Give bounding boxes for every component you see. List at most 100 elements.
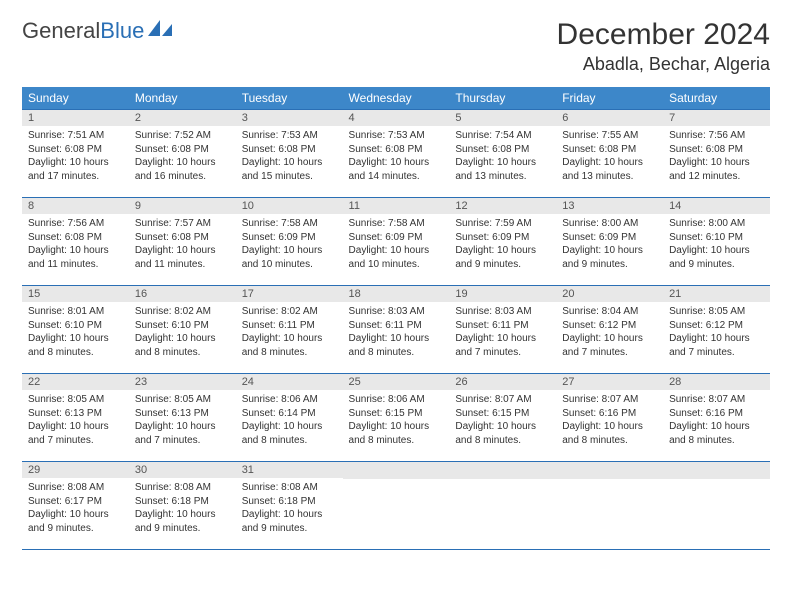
day-number: 21 <box>663 286 770 302</box>
sunrise-text: Sunrise: 7:51 AM <box>28 129 123 143</box>
sunrise-text: Sunrise: 7:55 AM <box>562 129 657 143</box>
daylight-text: Daylight: 10 hours and 8 minutes. <box>349 332 444 359</box>
sunrise-text: Sunrise: 7:59 AM <box>455 217 550 231</box>
sunset-text: Sunset: 6:13 PM <box>28 407 123 421</box>
sunrise-text: Sunrise: 8:06 AM <box>242 393 337 407</box>
calendar-cell: 9Sunrise: 7:57 AMSunset: 6:08 PMDaylight… <box>129 198 236 286</box>
sunset-text: Sunset: 6:16 PM <box>669 407 764 421</box>
day-number: 7 <box>663 110 770 126</box>
day-number: 6 <box>556 110 663 126</box>
sunset-text: Sunset: 6:18 PM <box>135 495 230 509</box>
weekday-header: Thursday <box>449 87 556 110</box>
weekday-header: Sunday <box>22 87 129 110</box>
calendar-cell: 12Sunrise: 7:59 AMSunset: 6:09 PMDayligh… <box>449 198 556 286</box>
sunset-text: Sunset: 6:08 PM <box>28 143 123 157</box>
sunrise-text: Sunrise: 7:56 AM <box>669 129 764 143</box>
daylight-text: Daylight: 10 hours and 11 minutes. <box>28 244 123 271</box>
calendar-cell: 26Sunrise: 8:07 AMSunset: 6:15 PMDayligh… <box>449 374 556 462</box>
sunset-text: Sunset: 6:08 PM <box>562 143 657 157</box>
sunrise-text: Sunrise: 7:53 AM <box>242 129 337 143</box>
day-details: Sunrise: 7:58 AMSunset: 6:09 PMDaylight:… <box>236 214 343 277</box>
day-number-empty <box>449 462 556 479</box>
daylight-text: Daylight: 10 hours and 15 minutes. <box>242 156 337 183</box>
logo-text-1: General <box>22 18 100 44</box>
weekday-header: Friday <box>556 87 663 110</box>
weekday-header: Wednesday <box>343 87 450 110</box>
daylight-text: Daylight: 10 hours and 7 minutes. <box>28 420 123 447</box>
day-number: 16 <box>129 286 236 302</box>
calendar-cell: 14Sunrise: 8:00 AMSunset: 6:10 PMDayligh… <box>663 198 770 286</box>
sunrise-text: Sunrise: 7:57 AM <box>135 217 230 231</box>
day-number: 27 <box>556 374 663 390</box>
calendar-cell: 8Sunrise: 7:56 AMSunset: 6:08 PMDaylight… <box>22 198 129 286</box>
daylight-text: Daylight: 10 hours and 13 minutes. <box>455 156 550 183</box>
day-details: Sunrise: 7:55 AMSunset: 6:08 PMDaylight:… <box>556 126 663 189</box>
day-number: 17 <box>236 286 343 302</box>
sunset-text: Sunset: 6:09 PM <box>562 231 657 245</box>
day-number: 24 <box>236 374 343 390</box>
daylight-text: Daylight: 10 hours and 8 minutes. <box>349 420 444 447</box>
day-number: 26 <box>449 374 556 390</box>
calendar-row: 1Sunrise: 7:51 AMSunset: 6:08 PMDaylight… <box>22 110 770 198</box>
daylight-text: Daylight: 10 hours and 8 minutes. <box>135 332 230 359</box>
daylight-text: Daylight: 10 hours and 9 minutes. <box>562 244 657 271</box>
sunrise-text: Sunrise: 8:06 AM <box>349 393 444 407</box>
daylight-text: Daylight: 10 hours and 7 minutes. <box>562 332 657 359</box>
day-details: Sunrise: 8:02 AMSunset: 6:10 PMDaylight:… <box>129 302 236 365</box>
day-number: 23 <box>129 374 236 390</box>
logo-text-2: Blue <box>100 18 144 44</box>
sunset-text: Sunset: 6:10 PM <box>28 319 123 333</box>
sunset-text: Sunset: 6:11 PM <box>455 319 550 333</box>
calendar-cell: 6Sunrise: 7:55 AMSunset: 6:08 PMDaylight… <box>556 110 663 198</box>
calendar-cell <box>556 462 663 550</box>
day-number-empty <box>663 462 770 479</box>
calendar-cell: 22Sunrise: 8:05 AMSunset: 6:13 PMDayligh… <box>22 374 129 462</box>
day-number: 10 <box>236 198 343 214</box>
day-number: 19 <box>449 286 556 302</box>
sunrise-text: Sunrise: 8:07 AM <box>562 393 657 407</box>
day-details: Sunrise: 7:53 AMSunset: 6:08 PMDaylight:… <box>343 126 450 189</box>
calendar-cell: 13Sunrise: 8:00 AMSunset: 6:09 PMDayligh… <box>556 198 663 286</box>
sunset-text: Sunset: 6:11 PM <box>349 319 444 333</box>
sunset-text: Sunset: 6:15 PM <box>455 407 550 421</box>
calendar-cell: 23Sunrise: 8:05 AMSunset: 6:13 PMDayligh… <box>129 374 236 462</box>
weekday-header: Monday <box>129 87 236 110</box>
sunset-text: Sunset: 6:16 PM <box>562 407 657 421</box>
calendar-cell: 1Sunrise: 7:51 AMSunset: 6:08 PMDaylight… <box>22 110 129 198</box>
calendar-cell: 27Sunrise: 8:07 AMSunset: 6:16 PMDayligh… <box>556 374 663 462</box>
day-details: Sunrise: 7:58 AMSunset: 6:09 PMDaylight:… <box>343 214 450 277</box>
calendar-cell: 11Sunrise: 7:58 AMSunset: 6:09 PMDayligh… <box>343 198 450 286</box>
day-number: 2 <box>129 110 236 126</box>
sunrise-text: Sunrise: 8:08 AM <box>135 481 230 495</box>
day-details: Sunrise: 8:08 AMSunset: 6:18 PMDaylight:… <box>129 478 236 541</box>
day-number-empty <box>556 462 663 479</box>
daylight-text: Daylight: 10 hours and 9 minutes. <box>669 244 764 271</box>
day-number: 1 <box>22 110 129 126</box>
sunrise-text: Sunrise: 7:58 AM <box>242 217 337 231</box>
sunset-text: Sunset: 6:11 PM <box>242 319 337 333</box>
calendar-cell: 29Sunrise: 8:08 AMSunset: 6:17 PMDayligh… <box>22 462 129 550</box>
sunset-text: Sunset: 6:08 PM <box>135 143 230 157</box>
calendar-cell <box>449 462 556 550</box>
day-number: 22 <box>22 374 129 390</box>
sunset-text: Sunset: 6:12 PM <box>669 319 764 333</box>
sunrise-text: Sunrise: 8:00 AM <box>562 217 657 231</box>
calendar-cell: 15Sunrise: 8:01 AMSunset: 6:10 PMDayligh… <box>22 286 129 374</box>
daylight-text: Daylight: 10 hours and 7 minutes. <box>455 332 550 359</box>
day-details: Sunrise: 7:52 AMSunset: 6:08 PMDaylight:… <box>129 126 236 189</box>
sunset-text: Sunset: 6:10 PM <box>669 231 764 245</box>
daylight-text: Daylight: 10 hours and 8 minutes. <box>242 332 337 359</box>
day-number: 20 <box>556 286 663 302</box>
sunrise-text: Sunrise: 7:53 AM <box>349 129 444 143</box>
title-block: December 2024 Abadla, Bechar, Algeria <box>557 18 770 75</box>
calendar-row: 15Sunrise: 8:01 AMSunset: 6:10 PMDayligh… <box>22 286 770 374</box>
calendar-cell: 7Sunrise: 7:56 AMSunset: 6:08 PMDaylight… <box>663 110 770 198</box>
calendar-cell: 24Sunrise: 8:06 AMSunset: 6:14 PMDayligh… <box>236 374 343 462</box>
calendar-row: 8Sunrise: 7:56 AMSunset: 6:08 PMDaylight… <box>22 198 770 286</box>
day-details: Sunrise: 8:08 AMSunset: 6:18 PMDaylight:… <box>236 478 343 541</box>
header: GeneralBlue December 2024 Abadla, Bechar… <box>22 18 770 75</box>
day-number: 31 <box>236 462 343 478</box>
day-details: Sunrise: 8:04 AMSunset: 6:12 PMDaylight:… <box>556 302 663 365</box>
daylight-text: Daylight: 10 hours and 9 minutes. <box>28 508 123 535</box>
day-details: Sunrise: 7:59 AMSunset: 6:09 PMDaylight:… <box>449 214 556 277</box>
